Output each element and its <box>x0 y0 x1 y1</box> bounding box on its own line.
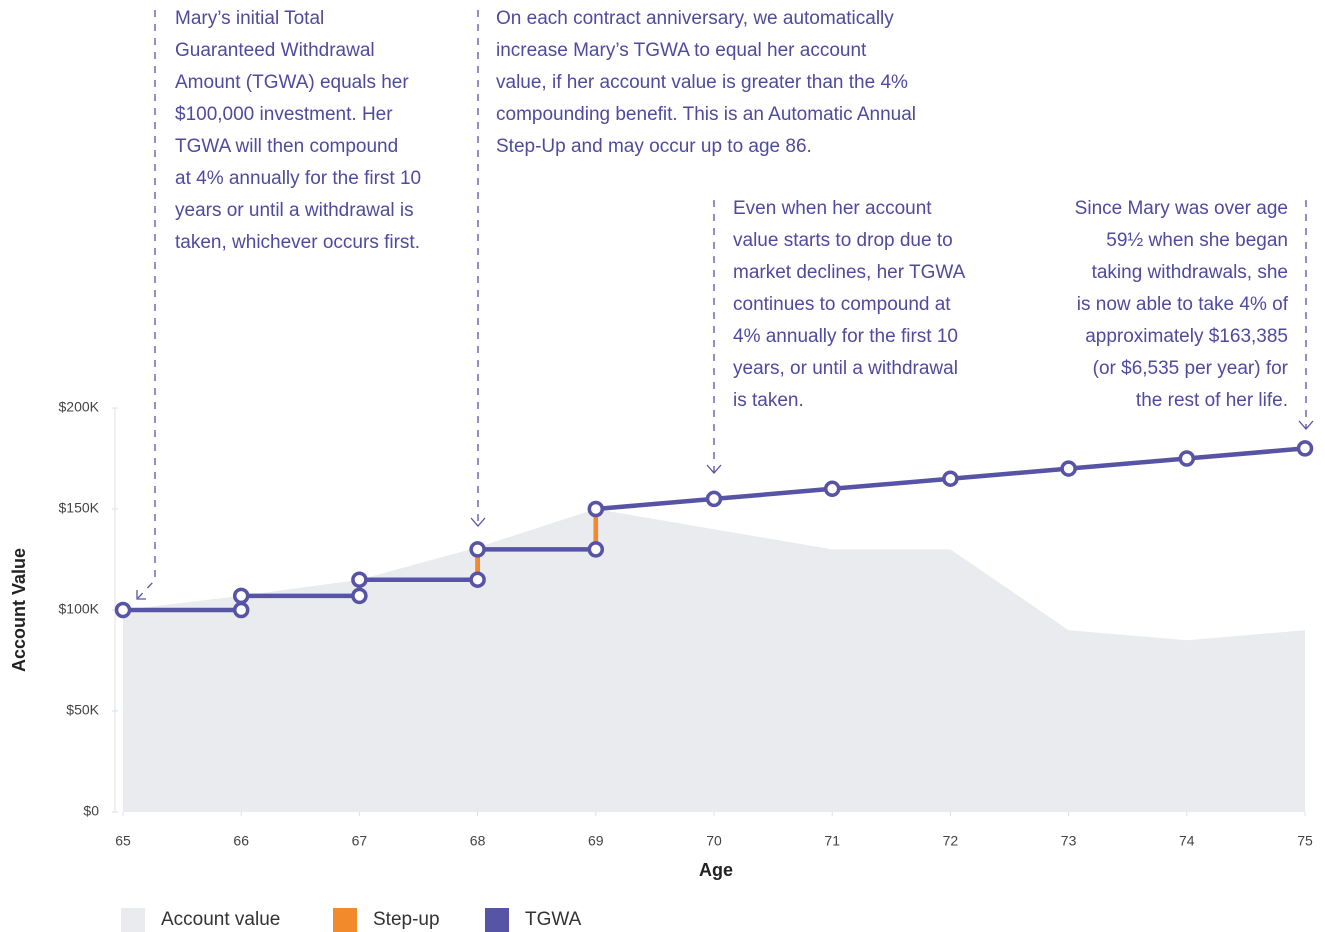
arrowhead <box>706 464 722 474</box>
tgwa-marker <box>232 601 250 619</box>
annotation-line: years, or until a withdrawal <box>733 358 958 379</box>
tgwa-marker <box>705 490 723 508</box>
annotation-line: value starts to drop due to <box>733 230 953 251</box>
annotation-line: increase Mary’s TGWA to equal her accoun… <box>496 40 867 61</box>
y-tick-label: $0 <box>83 803 99 819</box>
annotation-line: Amount (TGWA) equals her <box>175 72 409 93</box>
annotation-line: 4% annually for the first 10 <box>733 326 958 347</box>
annotation-line: compounding benefit. This is an Automati… <box>496 104 916 125</box>
x-tick-label: 70 <box>706 833 722 849</box>
arrowhead <box>136 590 146 600</box>
pointer <box>137 10 156 599</box>
annotation-line: taken, whichever occurs first. <box>175 232 420 253</box>
tgwa-marker <box>114 601 132 619</box>
annotation-line: years or until a withdrawal is <box>175 200 414 221</box>
x-tick-label: 73 <box>1061 833 1077 849</box>
legend-label: Step-up <box>373 909 440 930</box>
x-tick-label: 67 <box>352 833 368 849</box>
legend-swatch <box>333 908 357 932</box>
x-tick-label: 72 <box>943 833 959 849</box>
tgwa-marker <box>1178 450 1196 467</box>
legend-label: TGWA <box>525 909 582 930</box>
annotation-line: Even when her account <box>733 198 932 219</box>
annotation-line: Step-Up and may occur up to age 86. <box>496 136 812 157</box>
annotation-line: Mary’s initial Total <box>175 8 324 29</box>
y-axis-label: Account Value <box>9 548 29 672</box>
annotation-line: continues to compound at <box>733 294 951 315</box>
annotation-line: is taken. <box>733 390 804 411</box>
annotation-line: value, if her account value is greater t… <box>496 72 908 93</box>
tgwa-marker <box>587 541 605 558</box>
x-tick-label: 68 <box>470 833 486 849</box>
annotation-line: Guaranteed Withdrawal <box>175 40 375 61</box>
annotation-line: market declines, her TGWA <box>733 262 966 283</box>
x-tick-label: 71 <box>824 833 840 849</box>
annotation-line: taking withdrawals, she <box>1092 262 1288 283</box>
annotation-line: On each contract anniversary, we automat… <box>496 8 894 29</box>
y-tick-label: $200K <box>59 399 100 415</box>
tgwa-marker <box>1296 440 1314 457</box>
x-tick-label: 74 <box>1179 833 1195 849</box>
arrowhead <box>1298 420 1314 430</box>
annotation-pointers <box>136 10 1314 600</box>
annotation-line: is now able to take 4% of <box>1077 294 1289 315</box>
annotation-line: 59½ when she began <box>1106 230 1288 251</box>
legend-label: Account value <box>161 909 280 930</box>
tgwa-marker <box>469 541 486 558</box>
x-tick-label: 75 <box>1297 833 1313 849</box>
annotation-line: $100,000 investment. Her <box>175 104 393 125</box>
annotation-line: at 4% annually for the first 10 <box>175 168 421 189</box>
legend-swatch <box>121 908 145 932</box>
y-tick-label: $50K <box>66 702 99 718</box>
x-tick-label: 69 <box>588 833 604 849</box>
legend-swatch <box>485 908 509 932</box>
y-tick-label: $150K <box>59 500 100 516</box>
tgwa-marker <box>942 470 959 487</box>
tgwa-marker <box>469 571 486 588</box>
y-tick-label: $100K <box>59 601 100 617</box>
x-tick-label: 65 <box>115 833 131 849</box>
annotation-line: approximately $163,385 <box>1085 326 1288 347</box>
annotation-line: (or $6,535 per year) for <box>1093 358 1289 379</box>
annotation-line: TGWA will then compound <box>175 136 398 157</box>
tgwa-marker <box>587 500 605 518</box>
tgwa-marker <box>232 587 250 605</box>
x-tick-label: 66 <box>233 833 249 849</box>
account-area <box>123 509 1305 812</box>
annotation-line: the rest of her life. <box>1136 390 1288 411</box>
tgwa-marker <box>1060 460 1077 477</box>
tgwa-marker <box>351 571 368 588</box>
annotation-line: Since Mary was over age <box>1075 198 1288 219</box>
x-axis-label: Age <box>699 860 733 880</box>
tgwa-marker <box>823 480 841 498</box>
arrowhead <box>470 517 486 527</box>
tgwa-marker <box>351 587 368 605</box>
